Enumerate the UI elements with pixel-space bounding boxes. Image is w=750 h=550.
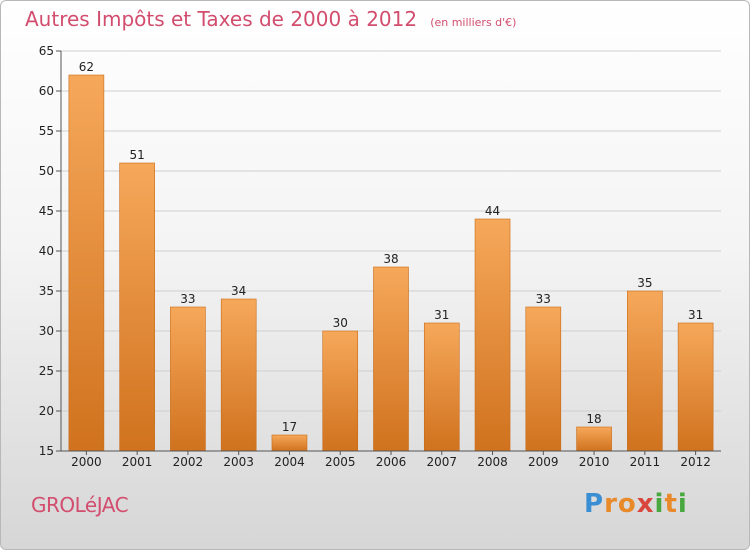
bar-2009	[525, 306, 562, 452]
chart-subtitle: (en milliers d'€)	[430, 16, 517, 29]
bar-2010	[576, 426, 612, 452]
proxiti-logo: Proxiti	[584, 489, 688, 519]
logo-letter: i	[677, 489, 688, 519]
bar-2011	[627, 290, 663, 452]
x-tick-label: 2009	[528, 455, 559, 469]
commune-name: GROLéJAC	[31, 493, 129, 517]
data-label: 62	[79, 60, 94, 74]
chart-title: Autres Impôts et Taxes de 2000 à 2012	[25, 7, 418, 31]
bar-2008	[474, 218, 511, 452]
x-tick-label: 2006	[376, 455, 407, 469]
logo-letter: i	[654, 489, 665, 519]
axes	[56, 50, 721, 455]
y-tick-label: 35	[39, 284, 54, 298]
x-tick-label: 2008	[477, 455, 508, 469]
x-tick-label: 2012	[680, 455, 711, 469]
y-tick-label: 30	[39, 324, 54, 338]
x-tick-label: 2000	[71, 455, 102, 469]
chart-title-row: Autres Impôts et Taxes de 2000 à 2012 (e…	[25, 7, 516, 31]
data-label: 51	[130, 148, 145, 162]
bar-2006	[373, 266, 409, 452]
data-label: 33	[180, 292, 195, 306]
x-tick-label: 2005	[325, 455, 356, 469]
bar-2003	[220, 298, 257, 452]
bar-2000	[68, 74, 105, 452]
data-label: 44	[485, 204, 500, 218]
data-label: 38	[383, 252, 398, 266]
bar-2012	[677, 322, 714, 452]
data-label: 17	[282, 420, 297, 434]
data-label: 31	[688, 308, 703, 322]
x-tick-label: 2003	[223, 455, 254, 469]
y-tick-label: 25	[39, 364, 54, 378]
y-tick-label: 60	[39, 84, 54, 98]
x-tick-label: 2004	[274, 455, 305, 469]
bar-2004	[271, 434, 308, 452]
labels: 15 20 25 30 35 40 45 50 55 60 65 62 2000 51 2001 33 2002…	[39, 44, 711, 469]
bar-2007	[423, 322, 460, 452]
x-tick-label: 2011	[630, 455, 661, 469]
bars	[68, 74, 714, 452]
x-tick-label: 2002	[173, 455, 204, 469]
x-tick-label: 2007	[426, 455, 457, 469]
data-label: 33	[536, 292, 551, 306]
y-tick-label: 20	[39, 404, 54, 418]
y-tick-label: 15	[39, 444, 54, 458]
logo-letter: r	[604, 489, 618, 519]
y-tick-label: 65	[39, 44, 54, 58]
y-tick-label: 50	[39, 164, 54, 178]
x-tick-label: 2001	[122, 455, 153, 469]
data-label: 30	[333, 316, 348, 330]
data-label: 35	[637, 276, 652, 290]
logo-letter: P	[584, 489, 605, 519]
y-tick-label: 45	[39, 204, 54, 218]
data-label: 34	[231, 284, 246, 298]
y-tick-label: 55	[39, 124, 54, 138]
bar-2002	[170, 306, 206, 452]
logo-letter: t	[664, 489, 678, 519]
bar-2005	[322, 330, 359, 452]
y-tick-label: 40	[39, 244, 54, 258]
bar-2001	[119, 162, 155, 452]
data-label: 18	[586, 412, 601, 426]
x-tick-label: 2010	[579, 455, 610, 469]
data-label: 31	[434, 308, 449, 322]
logo-letter: x	[636, 489, 655, 519]
logo-letter: o	[617, 489, 637, 519]
